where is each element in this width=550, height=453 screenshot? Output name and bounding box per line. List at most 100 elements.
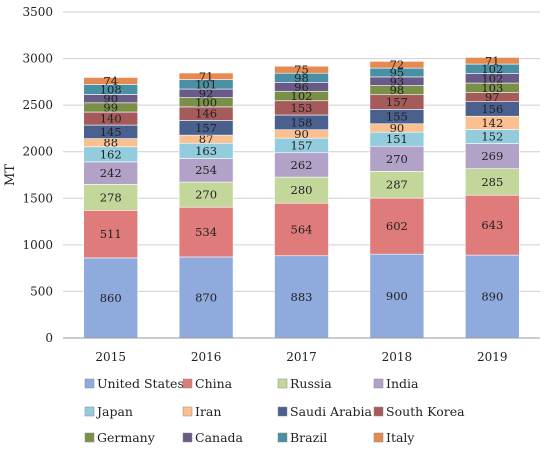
x-tick-label-2016: 2016 (191, 350, 222, 364)
bar-italy-2016 (178, 72, 234, 80)
data-label-brazil-2018: 95 (390, 65, 405, 79)
y-tick-label-1000: 1000 (22, 238, 53, 252)
data-label-canada-2019: 102 (481, 71, 503, 85)
legend: United States China Russia India Japan Iran Sa… (84, 376, 465, 445)
y-tick-label-3500: 3500 (22, 5, 53, 19)
bar-china-2019 (464, 194, 520, 256)
legend-swatch-india (373, 378, 384, 389)
data-label-united-states-2017: 883 (291, 290, 313, 304)
x-axis-ticks: 2015 2016 2017 2018 2019 (95, 350, 507, 364)
data-label-canada-2016: 92 (199, 86, 214, 100)
data-label-italy-2017: 75 (294, 63, 309, 77)
y-tick-label-3000: 3000 (22, 52, 53, 66)
y-tick-label-2500: 2500 (22, 98, 53, 112)
data-label-germany-2016: 100 (195, 95, 217, 109)
bar-china-2016 (178, 206, 234, 258)
data-label-russia-2019: 285 (481, 175, 503, 189)
data-label-south-korea-2015: 140 (100, 112, 122, 126)
y-tick-label-0: 0 (45, 331, 53, 345)
data-label-italy-2019: 71 (485, 54, 500, 68)
data-label-india-2015: 242 (100, 166, 122, 180)
legend-label-south-korea: South Korea (386, 404, 465, 419)
bar-india-2018 (369, 145, 425, 172)
legend-label-germany: Germany (97, 430, 156, 445)
data-label-brazil-2015: 108 (100, 82, 122, 96)
y-axis-title: MT (3, 164, 18, 186)
data-label-india-2018: 270 (386, 152, 408, 166)
legend-swatch-russia (277, 378, 288, 389)
data-label-russia-2018: 287 (386, 178, 408, 192)
legend-swatch-south-korea (373, 406, 384, 417)
data-label-south-korea-2016: 146 (195, 107, 217, 121)
bar-china-2018 (369, 197, 425, 255)
data-label-japan-2016: 163 (195, 144, 217, 158)
legend-label-united-states: United States (97, 376, 184, 391)
bar-italy-2019 (464, 57, 520, 65)
bar-united-states-2017 (274, 255, 329, 339)
data-label-brazil-2019: 102 (481, 62, 503, 76)
legend-swatch-china (182, 378, 193, 389)
legend-label-italy: Italy (386, 430, 415, 445)
legend-label-iran: Iran (195, 404, 221, 419)
legend-swatch-italy (373, 432, 384, 443)
data-label-germany-2017: 102 (291, 89, 313, 103)
bar-italy-2017 (274, 65, 329, 74)
data-label-saudi-arabia-2019: 156 (481, 102, 503, 116)
data-label-south-korea-2018: 157 (386, 95, 408, 109)
x-tick-label-2015: 2015 (95, 350, 126, 364)
data-label-canada-2015: 90 (103, 92, 118, 106)
data-label-canada-2018: 93 (390, 74, 405, 88)
legend-label-russia: Russia (290, 376, 332, 391)
legend-swatch-brazil (277, 432, 288, 443)
bars: 8605112782421628814514099901087487053427… (83, 54, 520, 339)
bar-china-2017 (274, 202, 329, 257)
data-label-saudi-arabia-2016: 157 (195, 121, 217, 135)
y-axis-ticks: 0 500 1000 1500 2000 2500 3000 3500 (22, 5, 53, 345)
data-label-iran-2015: 88 (103, 136, 118, 150)
data-label-japan-2018: 151 (386, 132, 408, 146)
data-label-japan-2015: 162 (100, 147, 122, 161)
legend-label-japan: Japan (95, 404, 133, 419)
data-label-germany-2018: 98 (390, 83, 405, 97)
y-tick-label-2000: 2000 (22, 145, 53, 159)
bar-russia-2019 (464, 168, 520, 196)
data-label-italy-2016: 71 (199, 69, 214, 83)
bar-india-2019 (464, 143, 520, 169)
data-label-saudi-arabia-2017: 158 (291, 115, 313, 129)
data-label-saudi-arabia-2018: 155 (386, 110, 408, 124)
y-tick-label-500: 500 (30, 284, 53, 298)
x-tick-label-2019: 2019 (477, 350, 508, 364)
data-label-saudi-arabia-2015: 145 (100, 125, 122, 139)
bar-russia-2015 (83, 184, 138, 211)
data-label-india-2017: 262 (291, 158, 313, 172)
legend-label-china: China (195, 376, 233, 391)
bar-united-states-2019 (464, 254, 520, 339)
bar-russia-2016 (178, 181, 234, 208)
data-label-united-states-2015: 860 (100, 291, 122, 305)
data-label-iran-2018: 90 (390, 121, 405, 135)
data-label-iran-2017: 90 (294, 127, 309, 141)
legend-swatch-saudi-arabia (277, 406, 288, 417)
legend-swatch-germany (84, 432, 95, 443)
data-label-china-2018: 602 (386, 219, 408, 233)
data-label-south-korea-2017: 153 (291, 101, 313, 115)
data-label-russia-2017: 280 (291, 183, 313, 197)
data-label-south-korea-2019: 97 (485, 90, 500, 104)
data-label-japan-2019: 152 (481, 130, 503, 144)
bar-china-2015 (83, 210, 138, 259)
data-label-canada-2017: 96 (294, 80, 309, 94)
data-label-china-2017: 564 (291, 222, 313, 236)
legend-label-saudi-arabia: Saudi Arabia (290, 404, 372, 419)
data-label-russia-2015: 278 (100, 190, 122, 204)
data-label-brazil-2016: 101 (195, 77, 217, 91)
legend-swatch-canada (182, 432, 193, 443)
data-label-japan-2017: 157 (291, 138, 313, 152)
data-label-united-states-2016: 870 (195, 290, 217, 304)
legend-swatch-japan (84, 406, 95, 417)
legend-label-brazil: Brazil (290, 430, 327, 445)
bar-india-2017 (274, 152, 329, 178)
data-label-china-2019: 643 (481, 218, 503, 232)
legend-label-canada: Canada (195, 430, 244, 445)
data-label-germany-2015: 99 (103, 100, 118, 114)
